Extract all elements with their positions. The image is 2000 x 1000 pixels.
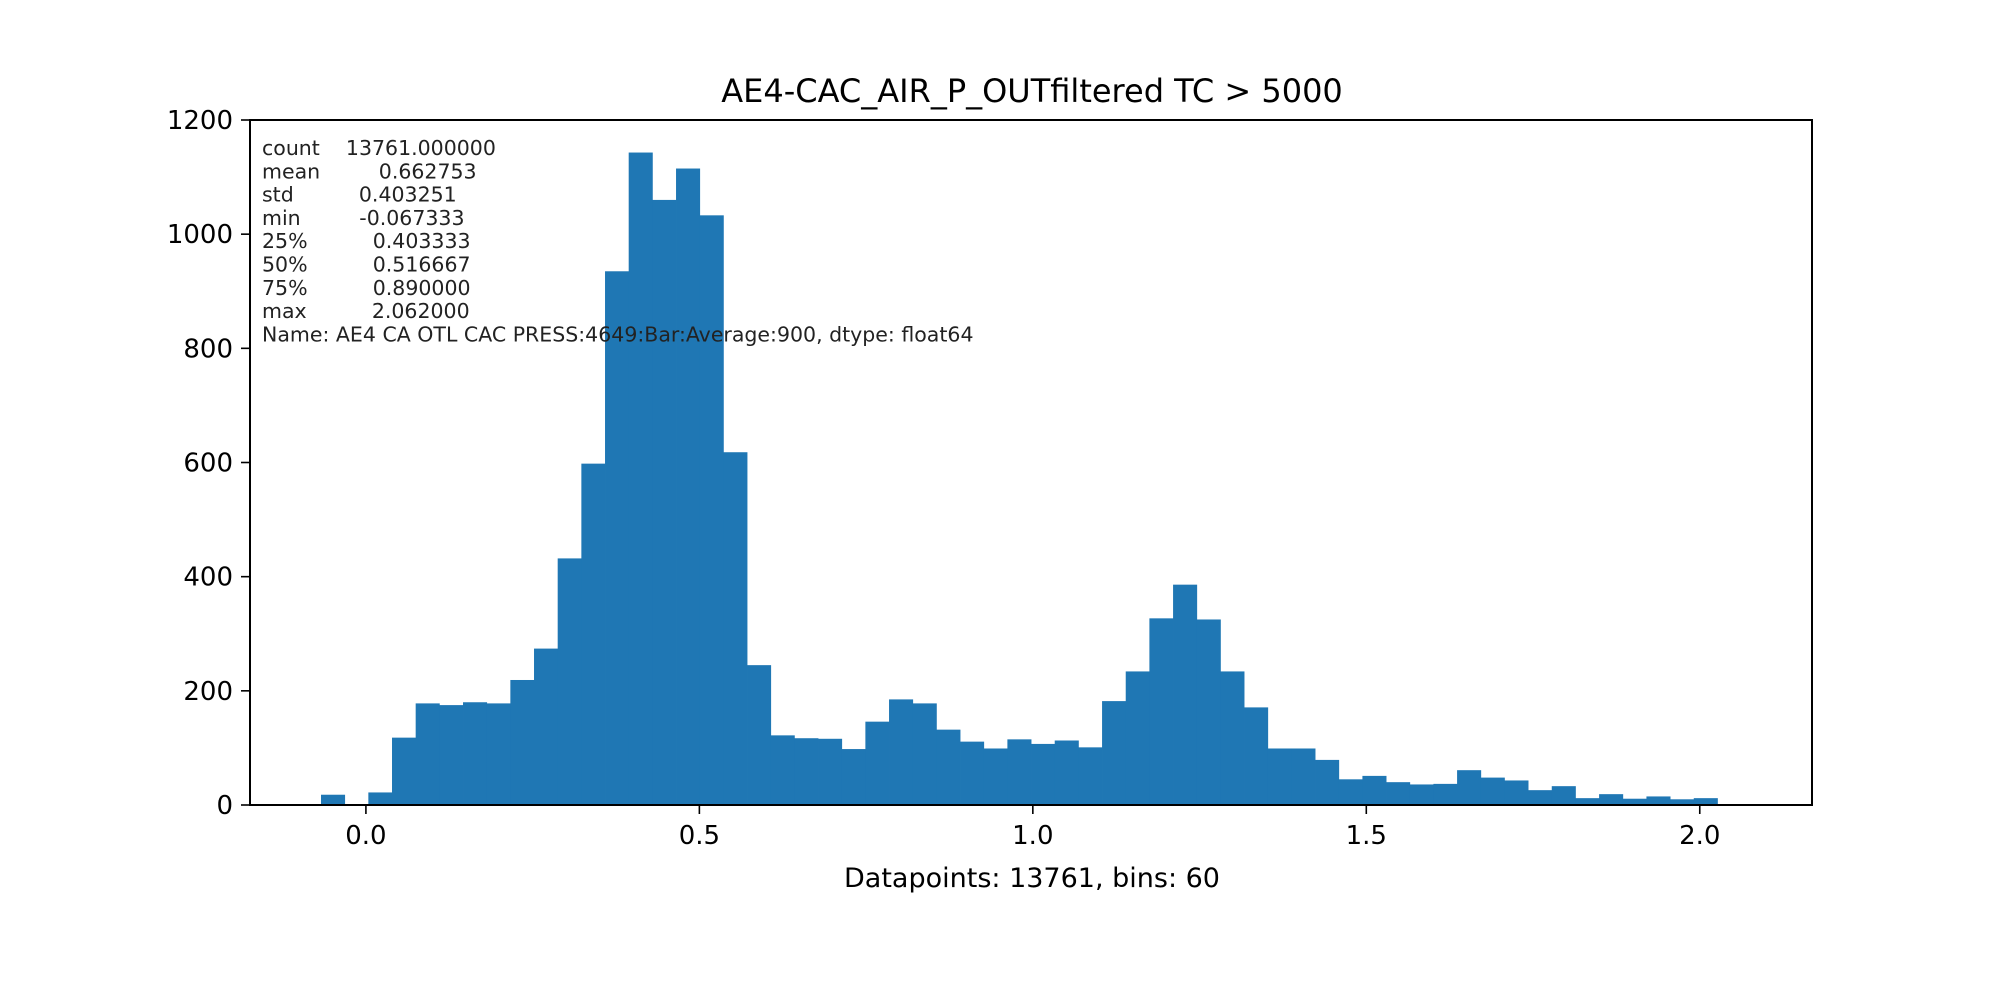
histogram-bar xyxy=(1670,799,1695,805)
histogram-bar xyxy=(1196,619,1221,805)
histogram-bar xyxy=(486,703,511,805)
chart-title: AE4-CAC_AIR_P_OUTfiltered TC > 5000 xyxy=(721,72,1343,110)
histogram-bar xyxy=(1551,786,1576,805)
histogram-bar xyxy=(1102,701,1127,805)
histogram-bar xyxy=(415,703,440,805)
x-tick-label: 2.0 xyxy=(1679,821,1720,851)
y-tick-label: 400 xyxy=(183,563,233,593)
stats-line: 25% 0.403333 xyxy=(262,229,471,253)
histogram-bar xyxy=(392,737,417,805)
y-tick-label: 0 xyxy=(216,791,233,821)
histogram-bar xyxy=(368,792,393,805)
histogram-bar xyxy=(1528,790,1553,805)
stats-line: 50% 0.516667 xyxy=(262,253,471,277)
histogram-bar xyxy=(1267,748,1292,805)
x-tick-label: 1.5 xyxy=(1346,821,1387,851)
histogram-bar xyxy=(1031,743,1056,805)
histogram-bar xyxy=(983,748,1008,805)
histogram-bar xyxy=(818,738,843,805)
histogram-bar xyxy=(1409,784,1434,805)
histogram-bar xyxy=(865,721,890,805)
histogram-bar xyxy=(1457,770,1482,805)
histogram-bar xyxy=(1220,671,1245,805)
y-tick-label: 600 xyxy=(183,449,233,479)
histogram-bar xyxy=(676,168,701,806)
y-tick-label: 800 xyxy=(183,334,233,364)
histogram-bar xyxy=(1693,798,1718,805)
histogram-bar xyxy=(463,702,488,805)
histogram-bar xyxy=(841,749,866,805)
histogram-bar xyxy=(936,729,961,805)
histogram-bar xyxy=(1291,748,1316,805)
histogram-bar xyxy=(1504,780,1529,805)
histogram-bar xyxy=(321,794,346,805)
histogram-bar xyxy=(1078,747,1103,805)
stats-line: Name: AE4 CA OTL CAC PRESS:4649:Bar:Aver… xyxy=(262,322,973,346)
histogram-bar xyxy=(1433,783,1458,805)
y-axis-ticks: 0 200 400 600 800 1000 1200 xyxy=(167,106,250,821)
stats-line: min -0.067333 xyxy=(262,206,465,230)
y-tick-label: 1000 xyxy=(167,220,233,250)
histogram-bar xyxy=(1599,794,1624,805)
histogram-bar xyxy=(510,679,535,805)
histogram-bars xyxy=(321,152,1718,806)
histogram-bar xyxy=(581,463,606,805)
histogram-bar xyxy=(557,558,582,805)
histogram-bar xyxy=(1054,740,1079,805)
y-tick-label: 200 xyxy=(183,677,233,707)
histogram-bar xyxy=(1173,584,1198,805)
histogram-bar xyxy=(1125,671,1150,805)
histogram-bar xyxy=(652,199,677,805)
histogram-bar xyxy=(605,271,630,805)
histogram-bar xyxy=(534,648,559,805)
histogram-bar xyxy=(1338,779,1363,805)
histogram-bar xyxy=(723,452,748,805)
histogram-bar xyxy=(889,699,914,805)
histogram-bar xyxy=(747,665,772,805)
histogram-bar xyxy=(1646,796,1671,805)
histogram-bar xyxy=(1386,782,1411,805)
histogram-bar xyxy=(628,152,653,806)
stats-line: mean 0.662753 xyxy=(262,159,477,183)
stats-line: count 13761.000000 xyxy=(262,136,496,160)
histogram-bar xyxy=(439,705,464,805)
x-tick-label: 0.0 xyxy=(345,821,386,851)
histogram-bar xyxy=(960,741,985,805)
histogram-bar xyxy=(1480,777,1505,805)
stats-line: std 0.403251 xyxy=(262,183,457,207)
histogram-bar xyxy=(1244,707,1269,805)
x-axis-ticks: 0.0 0.5 1.0 1.5 2.0 xyxy=(345,805,1720,851)
histogram-bar xyxy=(770,735,795,805)
histogram-bar xyxy=(1149,618,1174,805)
histogram-bar xyxy=(1315,759,1340,805)
histogram-bar xyxy=(794,738,819,805)
histogram-bar xyxy=(1362,775,1387,805)
x-tick-label: 1.0 xyxy=(1012,821,1053,851)
x-tick-label: 0.5 xyxy=(679,821,720,851)
y-tick-label: 1200 xyxy=(167,106,233,136)
histogram-bar xyxy=(1575,798,1600,805)
histogram-bar xyxy=(1622,798,1647,805)
x-axis-label: Datapoints: 13761, bins: 60 xyxy=(844,863,1220,894)
stats-line: 75% 0.890000 xyxy=(262,276,471,300)
histogram-bar xyxy=(1007,739,1032,805)
stats-line: max 2.062000 xyxy=(262,299,470,323)
histogram-bar xyxy=(912,703,937,805)
histogram-bar xyxy=(699,215,724,805)
